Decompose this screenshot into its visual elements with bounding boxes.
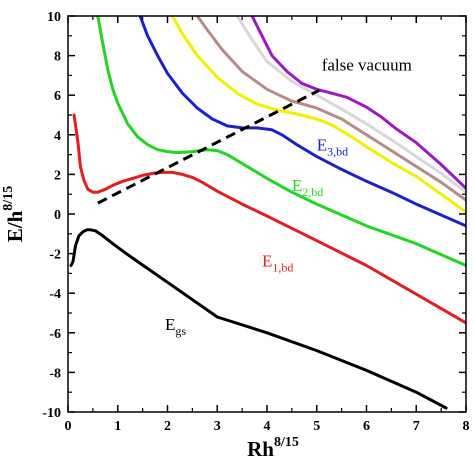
y-axis-title-sup: 8/15 <box>1 186 16 211</box>
x-tick-label: 5 <box>313 419 320 434</box>
y-tick-label: 4 <box>54 129 61 144</box>
annotation-sub: gs <box>175 324 186 338</box>
label-gs: Egs <box>165 315 186 338</box>
series-5-line <box>171 16 466 214</box>
plot-frame <box>67 15 467 413</box>
series-8-line <box>250 16 466 190</box>
label-2-bd: E2,bd <box>292 176 323 199</box>
false-vacuum-dashed-line <box>97 88 320 205</box>
y-axis-title-main: E/h <box>3 210 27 242</box>
series-3-bd-line <box>138 16 466 228</box>
x-axis-title-sup: 8/15 <box>274 435 299 450</box>
y-tick-label: 8 <box>54 50 61 65</box>
x-tick-label: 3 <box>214 419 221 434</box>
x-tick-label: 7 <box>413 419 420 434</box>
x-axis-title-main: Rh <box>247 437 274 461</box>
series-6-line <box>195 16 466 202</box>
annotation-main: E <box>262 251 272 270</box>
y-tick-label: -2 <box>49 248 61 263</box>
x-tick-label: 6 <box>363 419 370 434</box>
x-tick-label: 4 <box>264 419 271 434</box>
series-1-bd-line <box>72 113 466 325</box>
y-tick-label: -4 <box>49 287 61 302</box>
y-tick-label: -10 <box>42 406 61 421</box>
annotation-main: E <box>292 176 302 195</box>
y-tick-label: 2 <box>54 168 61 183</box>
x-tick-label: 2 <box>164 419 171 434</box>
annotation-sub: 1,bd <box>272 260 293 274</box>
y-tick-label: 0 <box>54 208 61 223</box>
annotation-main: false vacuum <box>322 55 412 74</box>
y-tick-label: 6 <box>54 89 61 104</box>
x-tick-label: 8 <box>463 419 470 434</box>
label-3-bd: E3,bd <box>317 136 348 159</box>
series-2-bd-line <box>96 16 466 267</box>
ticks-layer: 0 1 2 3 4 5 6 7 8 -10 -8 -6 -4 -2 0 2 4 6 8 10 <box>42 10 469 434</box>
x-axis-title: Rh8/15 <box>247 435 299 461</box>
y-tick-label: 10 <box>47 10 61 25</box>
label-1-bd: E1,bd <box>262 251 293 274</box>
y-tick-label: -8 <box>49 366 61 381</box>
x-tick-label: 0 <box>65 419 72 434</box>
x-tick-label: 1 <box>114 419 121 434</box>
series-gs-line <box>69 228 448 410</box>
annotation-sub: 2,bd <box>302 185 323 199</box>
annotation-main: E <box>165 315 175 334</box>
series-layer <box>69 16 466 410</box>
annotation-sub: 3,bd <box>327 145 348 159</box>
y-tick-label: -6 <box>49 327 61 342</box>
label-false-vacuum: false vacuum <box>322 55 412 74</box>
y-axis-title: E/h8/15 <box>1 186 27 242</box>
series-7-line <box>235 16 466 194</box>
annotation-main: E <box>317 136 327 155</box>
